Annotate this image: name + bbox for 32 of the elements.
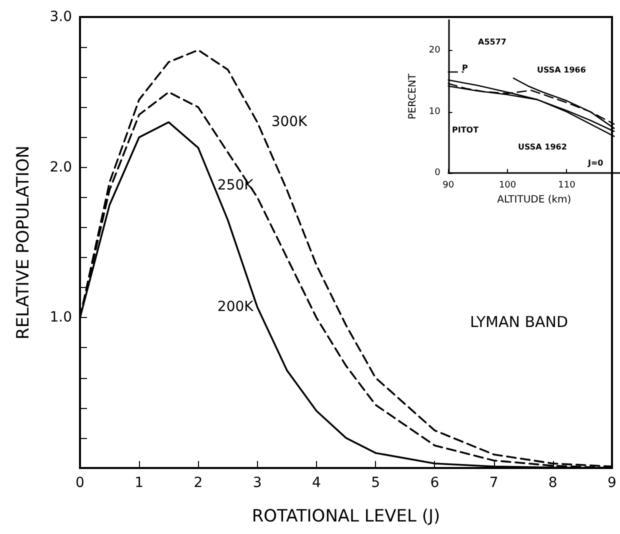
x-axis-title: ALTITUDE (km) — [497, 194, 572, 206]
y-tick-label: 1.0 — [50, 310, 72, 326]
x-tick-label: 5 — [371, 475, 380, 491]
x-tick-label: 9 — [608, 475, 616, 491]
x-axis-title: ROTATIONAL LEVEL (J) — [252, 506, 440, 526]
y-axis-title: RELATIVE POPULATION — [14, 146, 34, 340]
annotation: LYMAN BAND — [470, 313, 568, 331]
y-tick-label: 2.0 — [50, 159, 72, 176]
annotation: USSA 1962 — [518, 142, 567, 152]
y-tick-label: 10 — [428, 106, 441, 117]
x-tick-label: 6 — [430, 475, 440, 491]
x-tick-label: 110 — [558, 180, 576, 190]
x-tick-label: 8 — [548, 475, 558, 491]
y-tick-label: 0 — [434, 168, 441, 178]
y-tick-label: 20 — [428, 46, 441, 56]
y-tick-label: 3.0 — [50, 9, 72, 25]
annotation: J=0 — [587, 158, 604, 168]
x-tick-label: 4 — [312, 475, 321, 491]
x-tick-label: 3 — [252, 475, 262, 491]
annotation: A5577 — [478, 38, 506, 46]
x-tick-label: 100 — [498, 180, 516, 190]
x-tick-label: 7 — [489, 475, 498, 491]
x-tick-label: 0 — [76, 475, 84, 491]
x-tick-label: 2 — [194, 475, 203, 491]
annotation: P — [462, 64, 468, 72]
x-tick-label: 90 — [442, 180, 454, 190]
annotation: PITOT — [452, 126, 480, 134]
y-axis-title: PERCENT — [408, 72, 418, 120]
annotation: USSA 1966 — [537, 66, 586, 74]
series-label: 200K — [217, 299, 254, 316]
x-tick-label: 1 — [134, 475, 144, 491]
series-label: 300K — [271, 114, 308, 130]
